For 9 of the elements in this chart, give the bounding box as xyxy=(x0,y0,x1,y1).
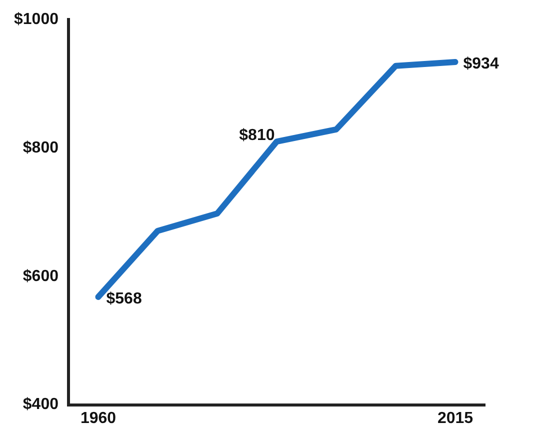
y-tick-label: $800 xyxy=(22,139,59,156)
y-tick-label: $600 xyxy=(22,268,59,285)
y-tick-label: $1000 xyxy=(14,11,59,28)
data-label: $568 xyxy=(106,290,142,308)
data-label: $810 xyxy=(239,126,275,144)
data-label: $934 xyxy=(463,55,499,72)
x-tick-label: 1960 xyxy=(80,410,116,427)
y-tick-label: $400 xyxy=(22,396,59,414)
x-tick-label: 2015 xyxy=(437,410,474,427)
